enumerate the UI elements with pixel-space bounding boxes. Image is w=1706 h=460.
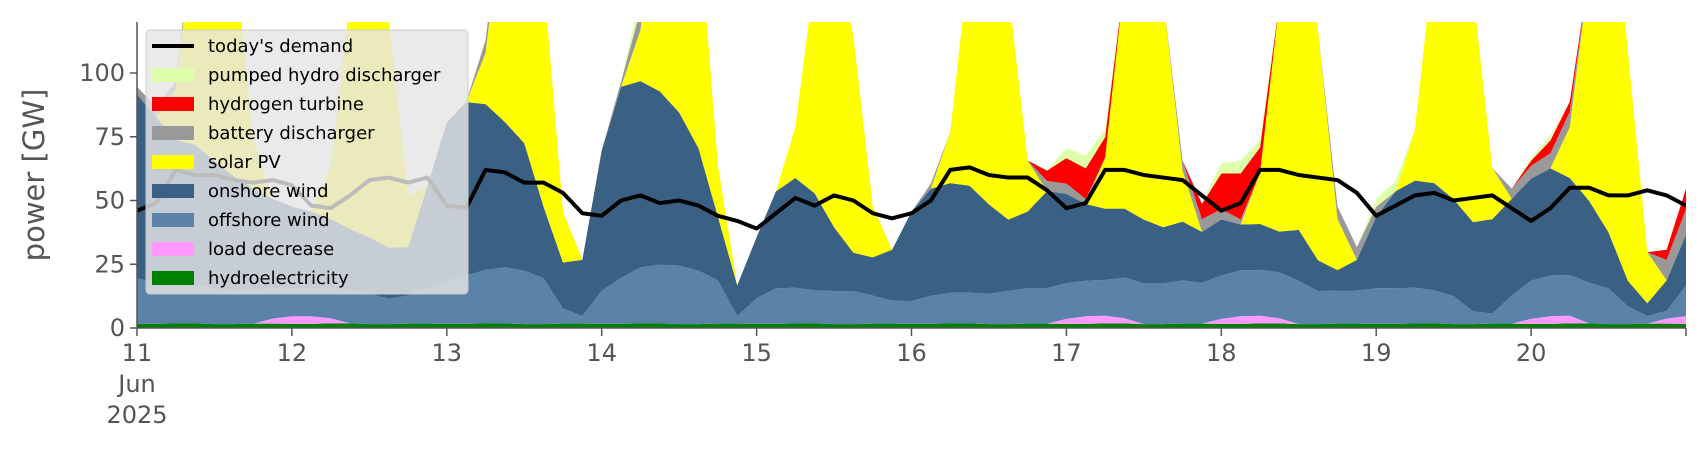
x-tick-label: 19 <box>1361 339 1392 367</box>
x-tick-label: 2025 <box>106 401 167 429</box>
legend-label-onshore-wind: onshore wind <box>208 181 329 202</box>
legend-label-load-decrease: load decrease <box>208 239 334 260</box>
x-tick-label: 20 <box>1516 339 1547 367</box>
legend-label-hydroelectricity: hydroelectricity <box>208 268 349 289</box>
y-tick-label: 50 <box>94 187 125 215</box>
axes: 0 25 50 75 100 11 Jun 2025 12 13 14 15 16 17 18 19 20 <box>79 22 1687 429</box>
legend-label-solar-pv: solar PV <box>208 152 281 173</box>
legend-label-hydrogen-turbine: hydrogen turbine <box>208 94 364 115</box>
legend-swatch-onshore-wind <box>152 184 194 198</box>
area-offshore-wind <box>137 264 1686 325</box>
x-tick-label: 12 <box>277 339 308 367</box>
area-hydroelectricity <box>137 323 1686 328</box>
y-tick-label: 75 <box>94 123 125 151</box>
legend-swatch-load-decrease <box>152 242 194 256</box>
y-tick-label: 25 <box>94 250 125 278</box>
legend-swatch-solar-pv <box>152 155 194 169</box>
x-tick-label: 17 <box>1051 339 1082 367</box>
area-solar-pv <box>137 22 1686 304</box>
legend-box <box>145 29 469 295</box>
legend-label-today-s-demand: today's demand <box>208 36 353 57</box>
area-load-decrease <box>137 315 1686 325</box>
x-tick-label: 15 <box>741 339 772 367</box>
x-tick-label: 16 <box>896 339 927 367</box>
x-tick-label: 11 <box>122 339 153 367</box>
x-tick-label: 13 <box>432 339 463 367</box>
legend-swatch-hydroelectricity <box>152 271 194 285</box>
area-onshore-wind <box>137 81 1686 317</box>
legend-label-pumped-hydro-discharger: pumped hydro discharger <box>208 65 441 86</box>
y-tick-label: 100 <box>79 59 125 87</box>
x-tick-label: 14 <box>586 339 617 367</box>
legend-swatch-battery-discharger <box>152 126 194 140</box>
legend-swatch-pumped-hydro-discharger <box>152 68 194 82</box>
legend-label-offshore-wind: offshore wind <box>208 210 330 231</box>
legend[interactable]: today's demand pumped hydro discharger hyd… <box>145 29 469 295</box>
y-axis-title: power [GW] <box>17 89 51 262</box>
legend-label-battery-discharger: battery discharger <box>208 123 375 144</box>
legend-swatch-hydrogen-turbine <box>152 97 194 111</box>
x-tick-label: 18 <box>1206 339 1237 367</box>
legend-swatch-offshore-wind <box>152 213 194 227</box>
y-tick-label: 0 <box>110 314 125 342</box>
x-tick-label: Jun <box>116 370 156 398</box>
